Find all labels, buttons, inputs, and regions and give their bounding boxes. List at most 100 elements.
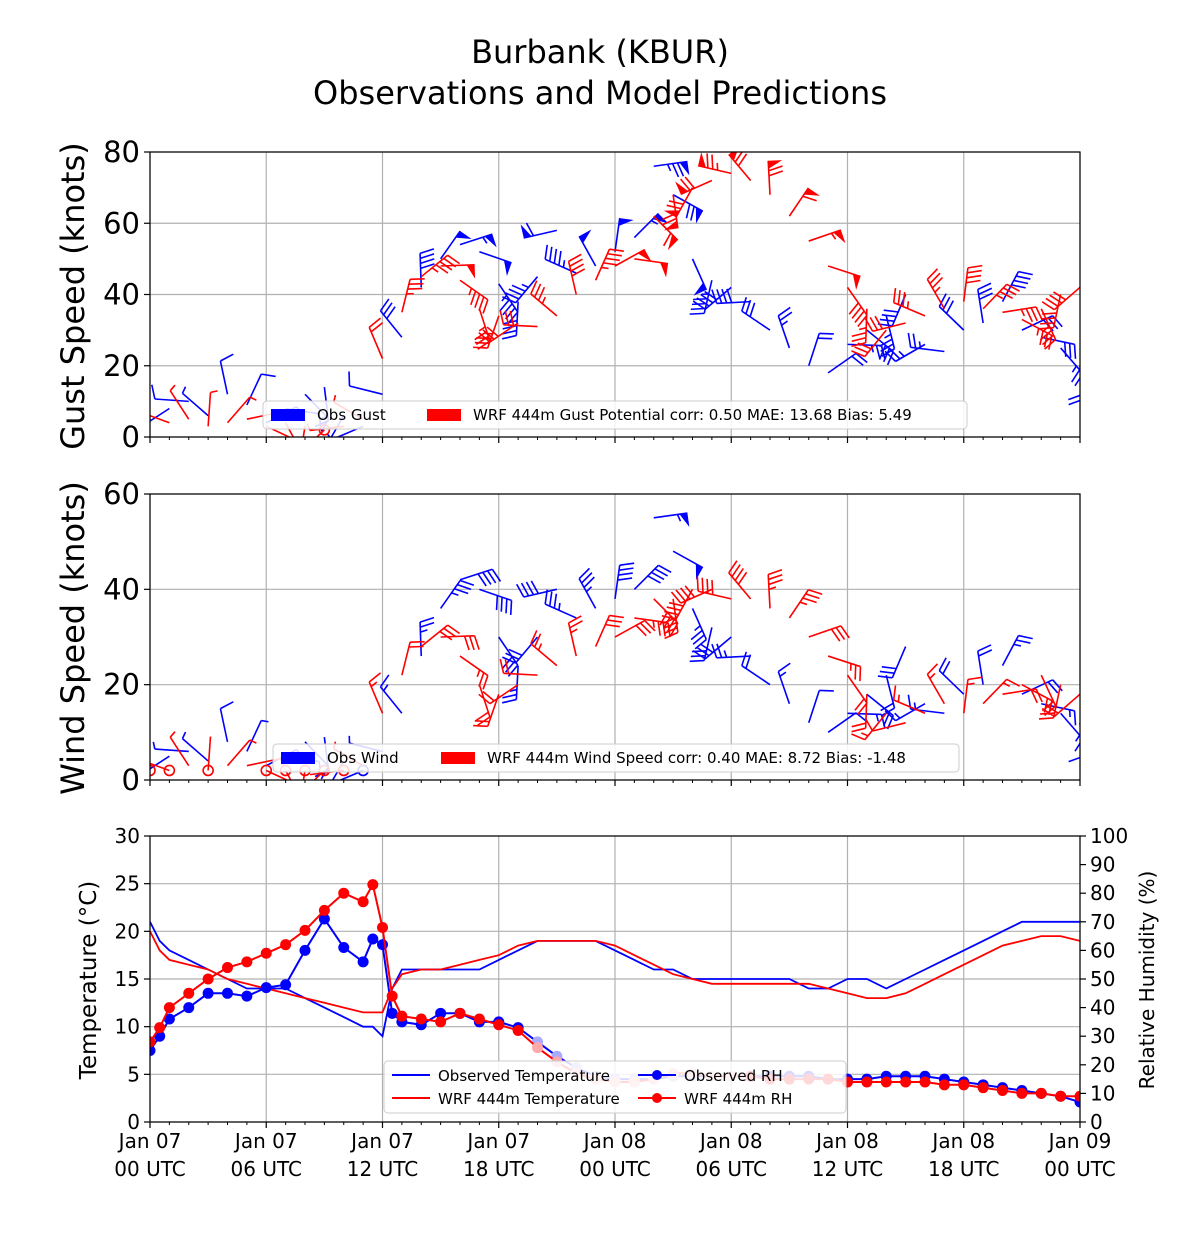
gust-obs-barb	[379, 298, 403, 338]
wind-model-barb	[260, 764, 289, 780]
wind-frame	[149, 493, 1081, 781]
gust-obs-barb	[151, 384, 189, 403]
wrf-rh-point	[512, 1024, 524, 1036]
wind-model-barb	[614, 619, 656, 638]
gust-model-barb	[1002, 306, 1043, 323]
rh-y-tick-label: 50	[1090, 967, 1115, 991]
gust-model-barb	[368, 317, 384, 359]
gust-obs-barb	[459, 233, 497, 248]
wrf-rh-point	[1035, 1087, 1047, 1099]
x-tick-label-time: 12 UTC	[812, 1157, 883, 1181]
observed-rh-point	[222, 987, 233, 999]
observed-rh-point	[338, 942, 350, 954]
wrf-rh-point	[977, 1082, 989, 1094]
wind-legend-obs-swatch	[281, 752, 315, 764]
gust-obs-barb	[419, 248, 435, 288]
gust-model-barb	[864, 315, 906, 333]
wrf-rh-point	[997, 1085, 1008, 1097]
wrf-rh-point	[260, 947, 272, 959]
wrf-rh-point	[338, 887, 350, 899]
wrf-rh-point	[1055, 1090, 1067, 1102]
observed-rh-point	[260, 982, 272, 994]
wind-model-barb	[827, 655, 862, 682]
gust-model-barb	[614, 248, 652, 267]
rh-y-tick-label: 60	[1090, 938, 1115, 962]
x-tick-label-date: Jan 07	[349, 1129, 414, 1153]
temp-y-tick-label: 30	[115, 824, 140, 848]
wind-obs-barb	[181, 731, 209, 762]
rh-y-tick-label: 80	[1090, 881, 1115, 905]
wind-y-axis-label: Wind Speed (knots)	[54, 481, 92, 795]
wrf-rh-point	[919, 1076, 931, 1088]
wrf-rh-point	[299, 924, 311, 936]
wrf-rh-point	[357, 896, 369, 908]
gust-model-barb	[226, 396, 257, 424]
chart-title-line2: Observations and Model Predictions	[313, 74, 887, 112]
wind-speed-panel: 0 20 40 60 Obs Wind WRF 444m Wind Speed corr:…	[103, 477, 1081, 797]
wind-obs-barb	[544, 589, 577, 619]
gust-y-tick-label: 0	[122, 420, 140, 454]
gust-model-barb	[302, 426, 306, 437]
x-tick-label-time: 00 UTC	[1044, 1157, 1115, 1181]
observed-rh-point	[435, 1007, 447, 1019]
rh-y-tick-label: 100	[1090, 824, 1128, 848]
wrf-rh-point	[532, 1042, 543, 1054]
observed-rh-point	[150, 1045, 156, 1056]
chart-title-line1: Burbank (KBUR)	[471, 33, 729, 71]
wind-model-barb	[982, 678, 1020, 705]
observed-rh-point	[299, 944, 311, 956]
gust-obs-barb	[807, 332, 834, 366]
wrf-rh-point	[318, 904, 330, 916]
rh-y-tick-label: 0	[1090, 1110, 1103, 1134]
rh-y-tick-label: 70	[1090, 910, 1115, 934]
wind-model-barb	[864, 718, 906, 732]
wind-model-barb	[169, 731, 190, 767]
rh-y-tick-label: 40	[1090, 996, 1115, 1020]
observed-rh-point	[202, 987, 214, 999]
wind-legend-obs-label: Obs Wind	[327, 749, 399, 767]
x-tick-label-time: 06 UTC	[231, 1157, 302, 1181]
gust-obs-barb	[777, 306, 793, 349]
wind-obs-barb	[884, 703, 926, 722]
wind-model-barb	[728, 560, 752, 600]
gust-model-barb	[827, 265, 861, 290]
x-tick-label-time: 00 UTC	[579, 1157, 650, 1181]
wrf-rh-point	[396, 1010, 408, 1022]
gust-y-tick-label: 80	[103, 135, 140, 169]
gust-model-barb	[926, 268, 946, 310]
gust-model-barb	[675, 176, 713, 196]
temp-y-tick-label: 0	[127, 1110, 140, 1134]
wrf-rh-point	[415, 1013, 427, 1025]
gust-speed-panel: 0 20 40 60 80 Obs Gust WRF 444m Gust Potential…	[103, 135, 1081, 454]
wrf-rh-point	[900, 1076, 912, 1088]
wind-obs-barb	[502, 636, 539, 664]
observed-rh-point	[318, 913, 330, 925]
wind-model-barb	[851, 694, 868, 733]
wind-model-barb	[696, 576, 732, 600]
rh-y-tick-label: 20	[1090, 1053, 1115, 1077]
wind-y-tick-label: 20	[103, 668, 140, 702]
temp-legend: Observed Temperature WRF 444m Temperature…	[383, 1060, 847, 1114]
gust-y-tick-label: 20	[103, 349, 140, 383]
wind-obs-barb	[1060, 712, 1080, 752]
gust-model-barb	[530, 280, 558, 317]
legend-wrf-rh-marker	[652, 1093, 662, 1103]
wrf-rh-point	[386, 990, 398, 1002]
gust-obs-barb	[246, 373, 276, 406]
gust-obs-barb	[181, 386, 209, 417]
gust-obs-barb	[502, 276, 539, 304]
wind-model-barb	[567, 615, 583, 657]
wind-model-barb	[440, 635, 480, 651]
gust-model-barb	[150, 414, 170, 424]
gust-model-barb	[459, 279, 489, 314]
wind-obs-barb	[672, 550, 704, 580]
wrf-rh-point	[1074, 1090, 1080, 1102]
wind-obs-barb	[777, 662, 791, 704]
wind-model-barb	[962, 676, 983, 714]
wrf-rh-point	[183, 987, 195, 999]
rh-y-tick-label: 10	[1090, 1081, 1115, 1105]
gust-legend-model-label: WRF 444m Gust Potential corr: 0.50 MAE: …	[473, 406, 912, 424]
gust-model-barb	[401, 278, 425, 313]
wrf-rh-point	[163, 1002, 175, 1014]
wind-model-barb	[459, 655, 489, 690]
